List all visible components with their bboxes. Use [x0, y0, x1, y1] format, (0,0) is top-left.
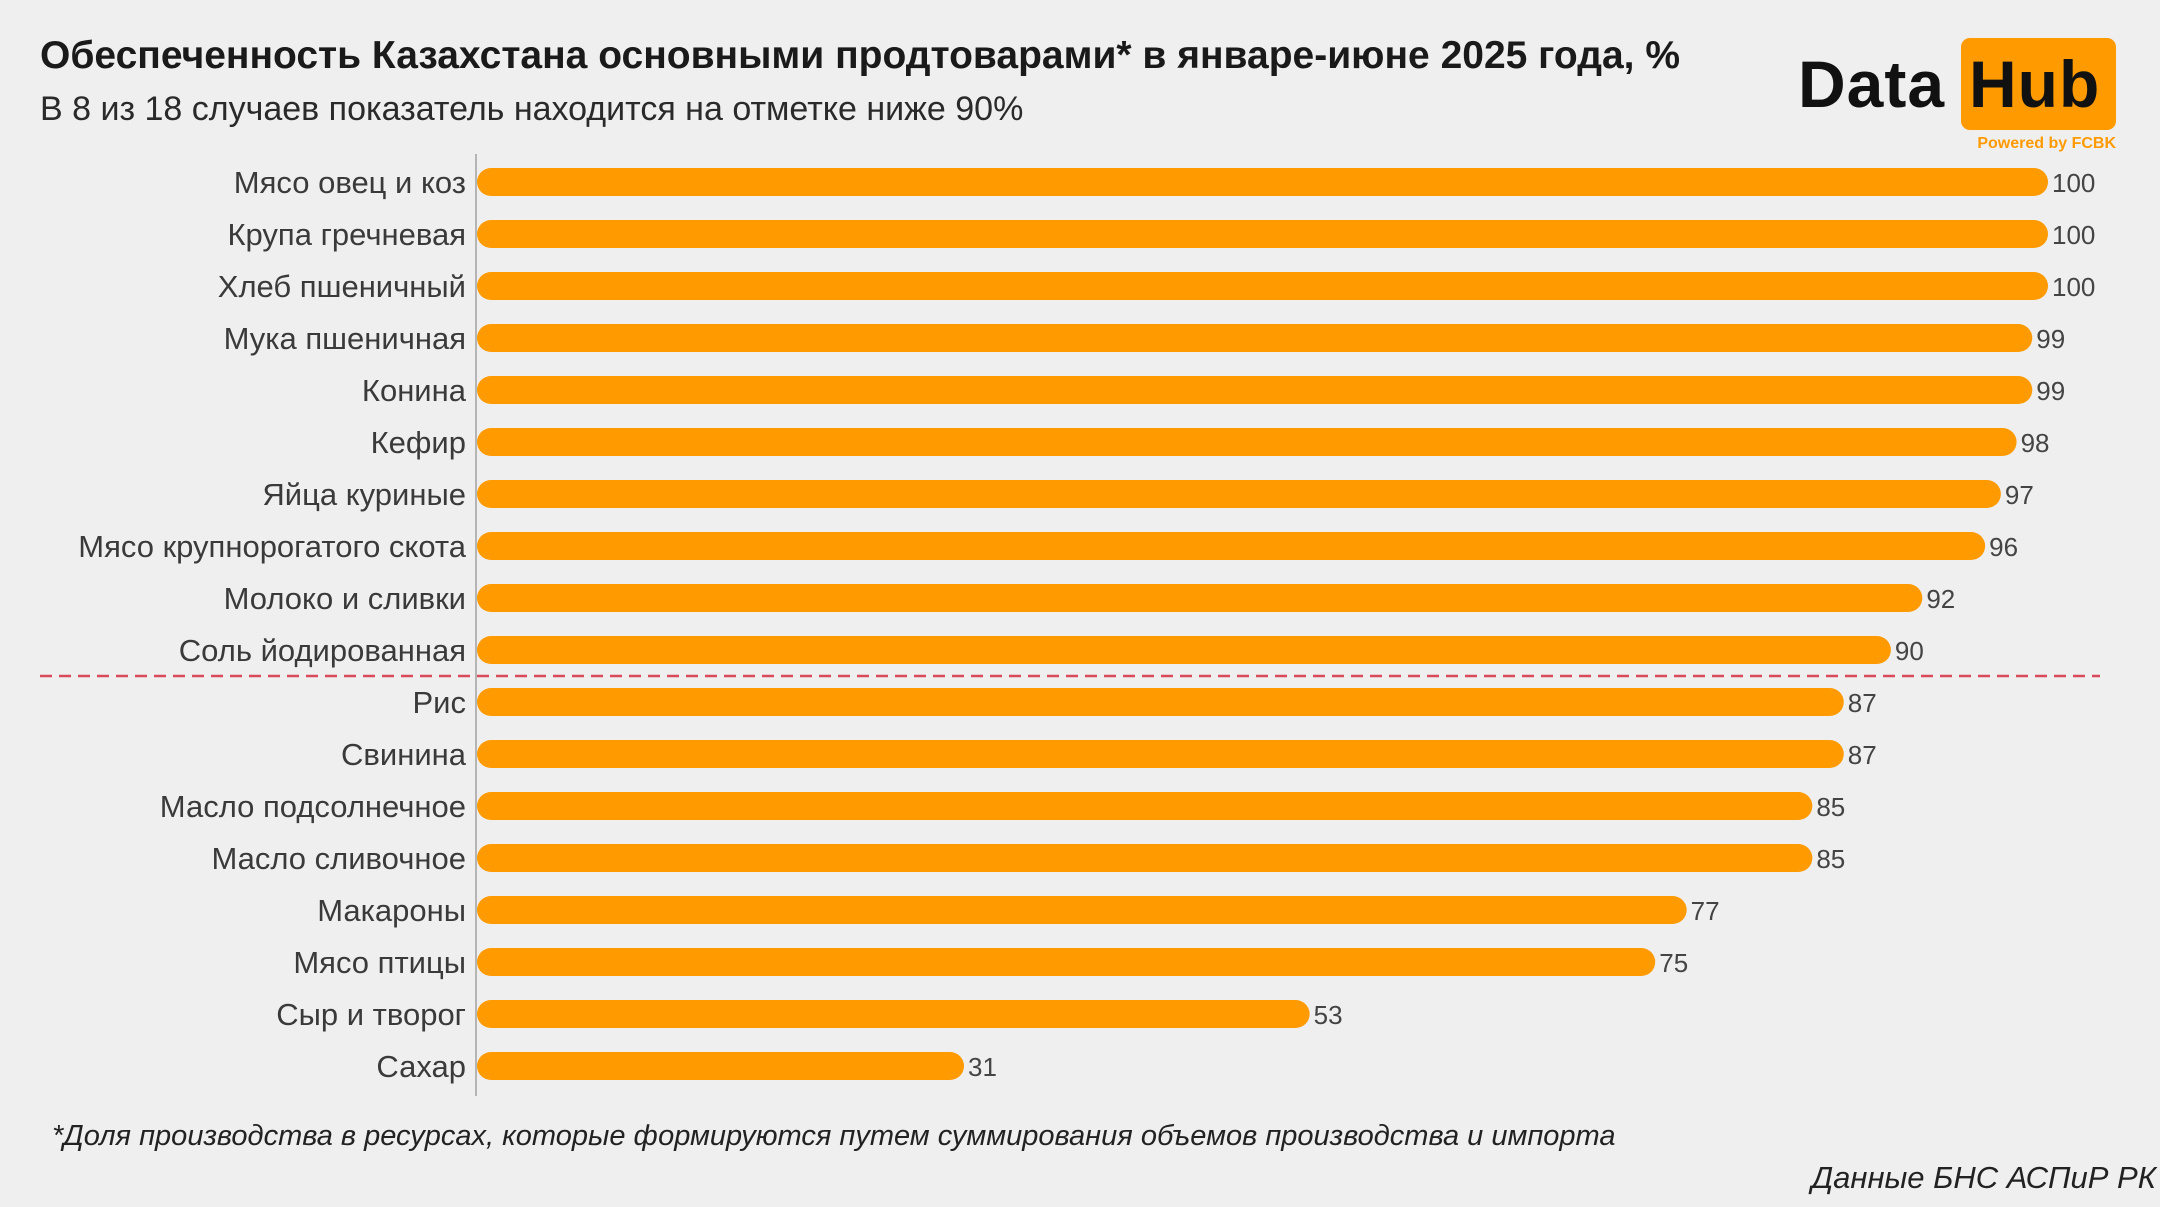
bar — [477, 168, 2048, 196]
bar — [477, 532, 1986, 560]
value-label: 96 — [1989, 532, 2018, 562]
category-label: Сахар — [376, 1049, 466, 1084]
bar — [477, 740, 1844, 768]
value-label: 87 — [1848, 740, 1877, 770]
logo-tagline: Powered by FCBK — [1977, 135, 2116, 152]
category-label: Мука пшеничная — [224, 321, 466, 356]
category-label: Макароны — [317, 893, 466, 928]
value-label: 87 — [1848, 688, 1877, 718]
value-label: 53 — [1314, 1000, 1343, 1030]
category-label: Рис — [413, 685, 467, 720]
category-label: Мясо крупнорогатого скота — [78, 529, 466, 564]
footnote: *Доля производства в ресурсах, которые ф… — [52, 1120, 1616, 1152]
logo-hub-badge: Hub — [1961, 38, 2116, 130]
bar — [477, 1052, 965, 1080]
bar — [477, 272, 2048, 300]
value-label: 77 — [1691, 896, 1720, 926]
value-label: 85 — [1816, 792, 1845, 822]
category-label: Хлеб пшеничный — [218, 269, 466, 304]
category-label: Мясо птицы — [293, 945, 466, 980]
value-label: 99 — [2036, 376, 2065, 406]
chart-subtitle: В 8 из 18 случаев показатель находится н… — [40, 90, 1024, 128]
bar — [477, 220, 2048, 248]
value-label: 90 — [1895, 636, 1924, 666]
data-source: Данные БНС АСПиР РК — [1811, 1160, 2156, 1195]
value-label: 100 — [2052, 168, 2095, 198]
category-label: Крупа гречневая — [227, 217, 466, 252]
bar — [477, 428, 2017, 456]
value-label: 100 — [2052, 272, 2095, 302]
bar — [477, 480, 2001, 508]
bar — [477, 948, 1656, 976]
category-label: Масло подсолнечное — [160, 789, 466, 824]
bar — [477, 896, 1687, 924]
bar — [477, 636, 1891, 664]
category-label: Сыр и творог — [276, 997, 466, 1032]
category-label: Соль йодированная — [179, 633, 466, 668]
bar — [477, 584, 1923, 612]
category-label: Мясо овец и коз — [234, 165, 466, 200]
value-label: 85 — [1816, 844, 1845, 874]
logo-word-hub: Hub — [1969, 47, 2101, 121]
bar — [477, 844, 1813, 872]
value-label: 75 — [1659, 948, 1688, 978]
value-label: 100 — [2052, 220, 2095, 250]
value-label: 98 — [2021, 428, 2050, 458]
value-label: 97 — [2005, 480, 2034, 510]
category-label: Яйца куриные — [262, 477, 466, 512]
bar — [477, 376, 2033, 404]
category-label: Масло сливочное — [211, 841, 466, 876]
bar — [477, 792, 1813, 820]
category-label: Свинина — [341, 737, 467, 772]
category-label: Молоко и сливки — [224, 581, 466, 616]
value-label: 31 — [968, 1052, 997, 1082]
logo-word-data: Data — [1798, 47, 1946, 121]
category-label: Кефир — [371, 425, 466, 460]
bar — [477, 324, 2033, 352]
bar — [477, 688, 1844, 716]
chart-title: Обеспеченность Казахстана основными прод… — [40, 34, 1680, 77]
category-label: Конина — [362, 373, 467, 408]
bar — [477, 1000, 1310, 1028]
value-label: 92 — [1926, 584, 1955, 614]
value-label: 99 — [2036, 324, 2065, 354]
